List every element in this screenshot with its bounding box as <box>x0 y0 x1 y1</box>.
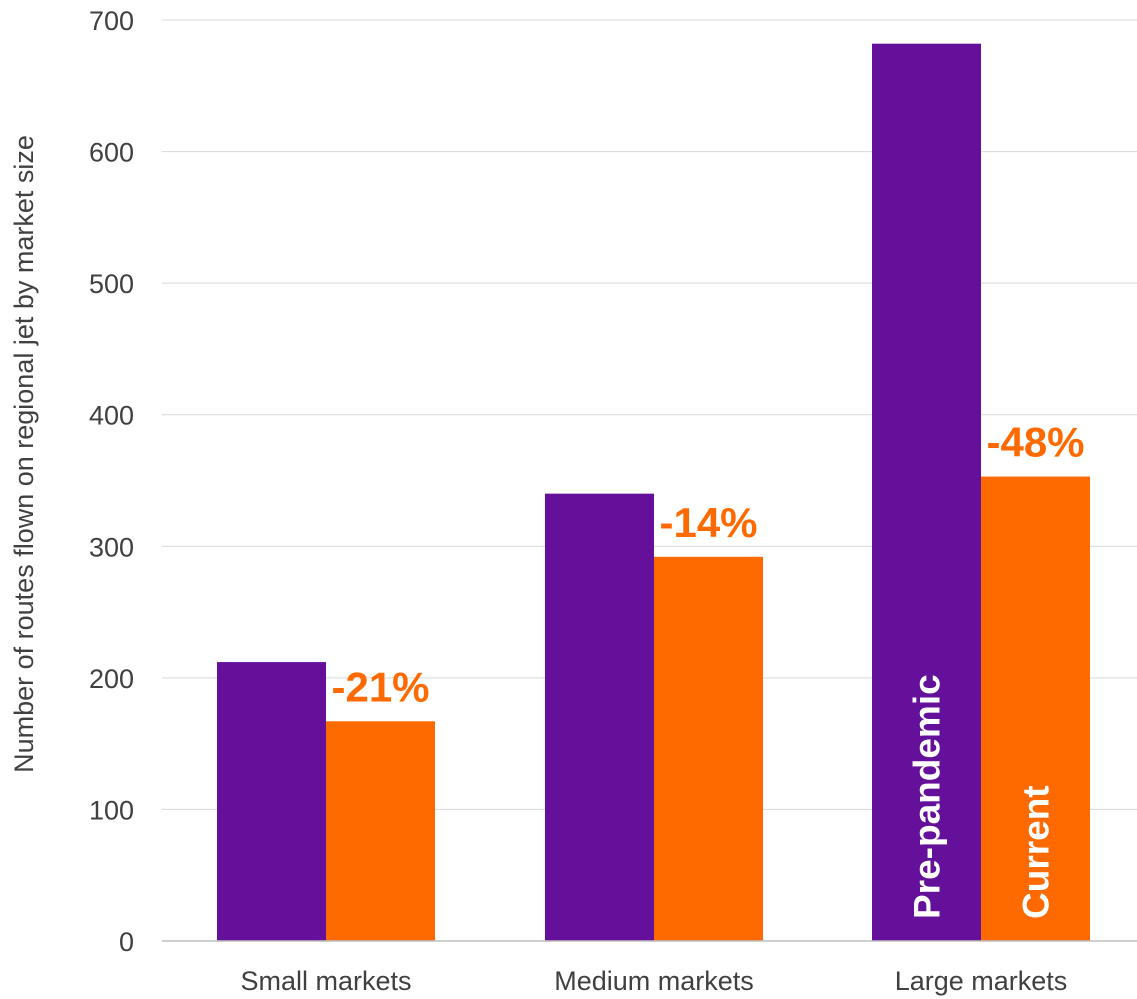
bar-current-large-markets <box>981 476 1090 941</box>
bar-pre-pandemic-large-markets <box>872 43 981 941</box>
bar-current-small-markets <box>326 721 435 941</box>
percent-change-small-markets: -21% <box>331 663 429 710</box>
y-tick-label: 300 <box>89 532 134 562</box>
percent-change-large-markets: -48% <box>986 419 1084 466</box>
y-tick-label: 600 <box>89 138 134 168</box>
y-tick-label: 100 <box>89 795 134 825</box>
legend-pre-pandemic: Pre-pandemic <box>907 674 948 919</box>
y-tick-label: 500 <box>89 269 134 299</box>
in-bar-legend: Pre-pandemic Current <box>907 674 1057 919</box>
y-tick-label: 0 <box>119 927 134 957</box>
legend-current: Current <box>1016 785 1057 919</box>
percent-change-labels: -21% -14% -48% <box>331 419 1084 711</box>
bar-pre-pandemic-small-markets <box>217 662 326 941</box>
y-axis-title: Number of routes flown on regional jet b… <box>9 135 39 773</box>
x-axis-categories: Small markets Medium markets Large markets <box>240 966 1067 996</box>
bar-pre-pandemic-medium-markets <box>545 493 654 941</box>
percent-change-medium-markets: -14% <box>659 499 757 546</box>
y-axis-ticks: 0 100 200 300 400 500 600 700 <box>89 6 134 957</box>
category-label-large-markets: Large markets <box>895 966 1068 996</box>
bar-current-medium-markets <box>654 556 763 941</box>
y-tick-label: 700 <box>89 6 134 36</box>
y-tick-label: 400 <box>89 401 134 431</box>
bars <box>217 43 1090 941</box>
category-label-medium-markets: Medium markets <box>554 966 754 996</box>
category-label-small-markets: Small markets <box>240 966 411 996</box>
y-tick-label: 200 <box>89 664 134 694</box>
